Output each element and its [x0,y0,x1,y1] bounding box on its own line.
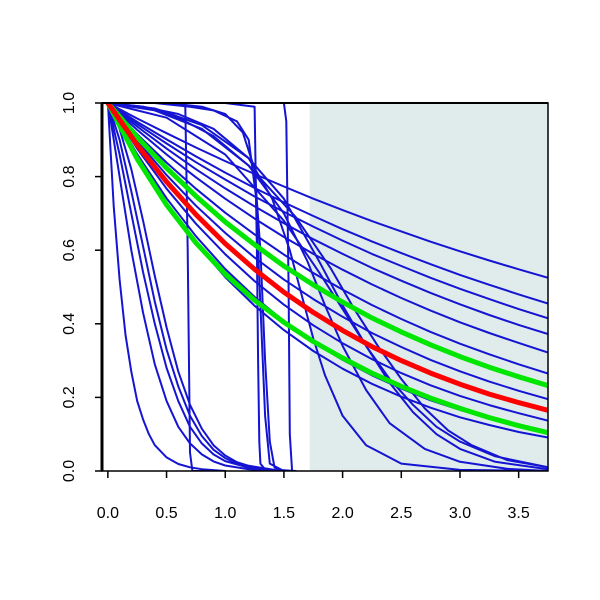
series-line-blue-15 [106,103,285,471]
y-tick-label-1: 0.2 [61,386,78,408]
series-line-blue-18 [106,103,227,471]
series-line-blue-21 [106,103,280,471]
series-line-blue-10 [106,103,548,422]
x-tick-label-3: 1.5 [273,505,295,522]
background-layer [309,103,548,471]
series-line-blue-13 [106,103,227,471]
y-tick-label-4: 0.8 [61,165,78,187]
axes-layer: 0.0 0.5 1.0 1.5 2.0 2.5 3.0 3.5 0.0 0.2 0.4 0.6 0.8 1… [61,92,549,522]
series-line-blue-17 [106,103,274,471]
series-line-blue-7 [106,103,548,336]
y-tick-label-2: 0.4 [61,313,78,335]
series-line-blue-23 [106,103,548,471]
series-line-green-1 [105,103,548,389]
x-tick-label-4: 2.0 [331,505,353,522]
series-line-blue-9 [106,103,548,401]
y-tick-label-5: 1.0 [61,92,78,114]
x-tick-label-5: 2.5 [390,505,412,522]
x-tick-label-0: 0.0 [97,505,119,522]
series-layer [105,103,548,471]
series-line-red-0 [105,103,548,413]
series-line-blue-3 [106,103,548,354]
series-line-blue-4 [106,103,548,320]
series-line-green-2 [105,103,548,436]
series-line-blue-6 [106,103,548,279]
series-line-blue-19 [106,103,285,471]
series-line-blue-26 [106,103,548,469]
x-tick-label-7: 3.5 [508,505,530,522]
series-line-blue-8 [106,103,548,375]
y-tick-label-3: 0.6 [61,239,78,261]
shaded-region [309,103,548,471]
x-tick-label-6: 3.0 [449,505,471,522]
series-line-blue-14 [106,103,274,471]
x-tick-label-2: 1.0 [214,505,236,522]
series-line-blue-5 [106,103,548,305]
x-tick-label-1: 0.5 [155,505,177,522]
y-tick-label-0: 0.0 [61,460,78,482]
